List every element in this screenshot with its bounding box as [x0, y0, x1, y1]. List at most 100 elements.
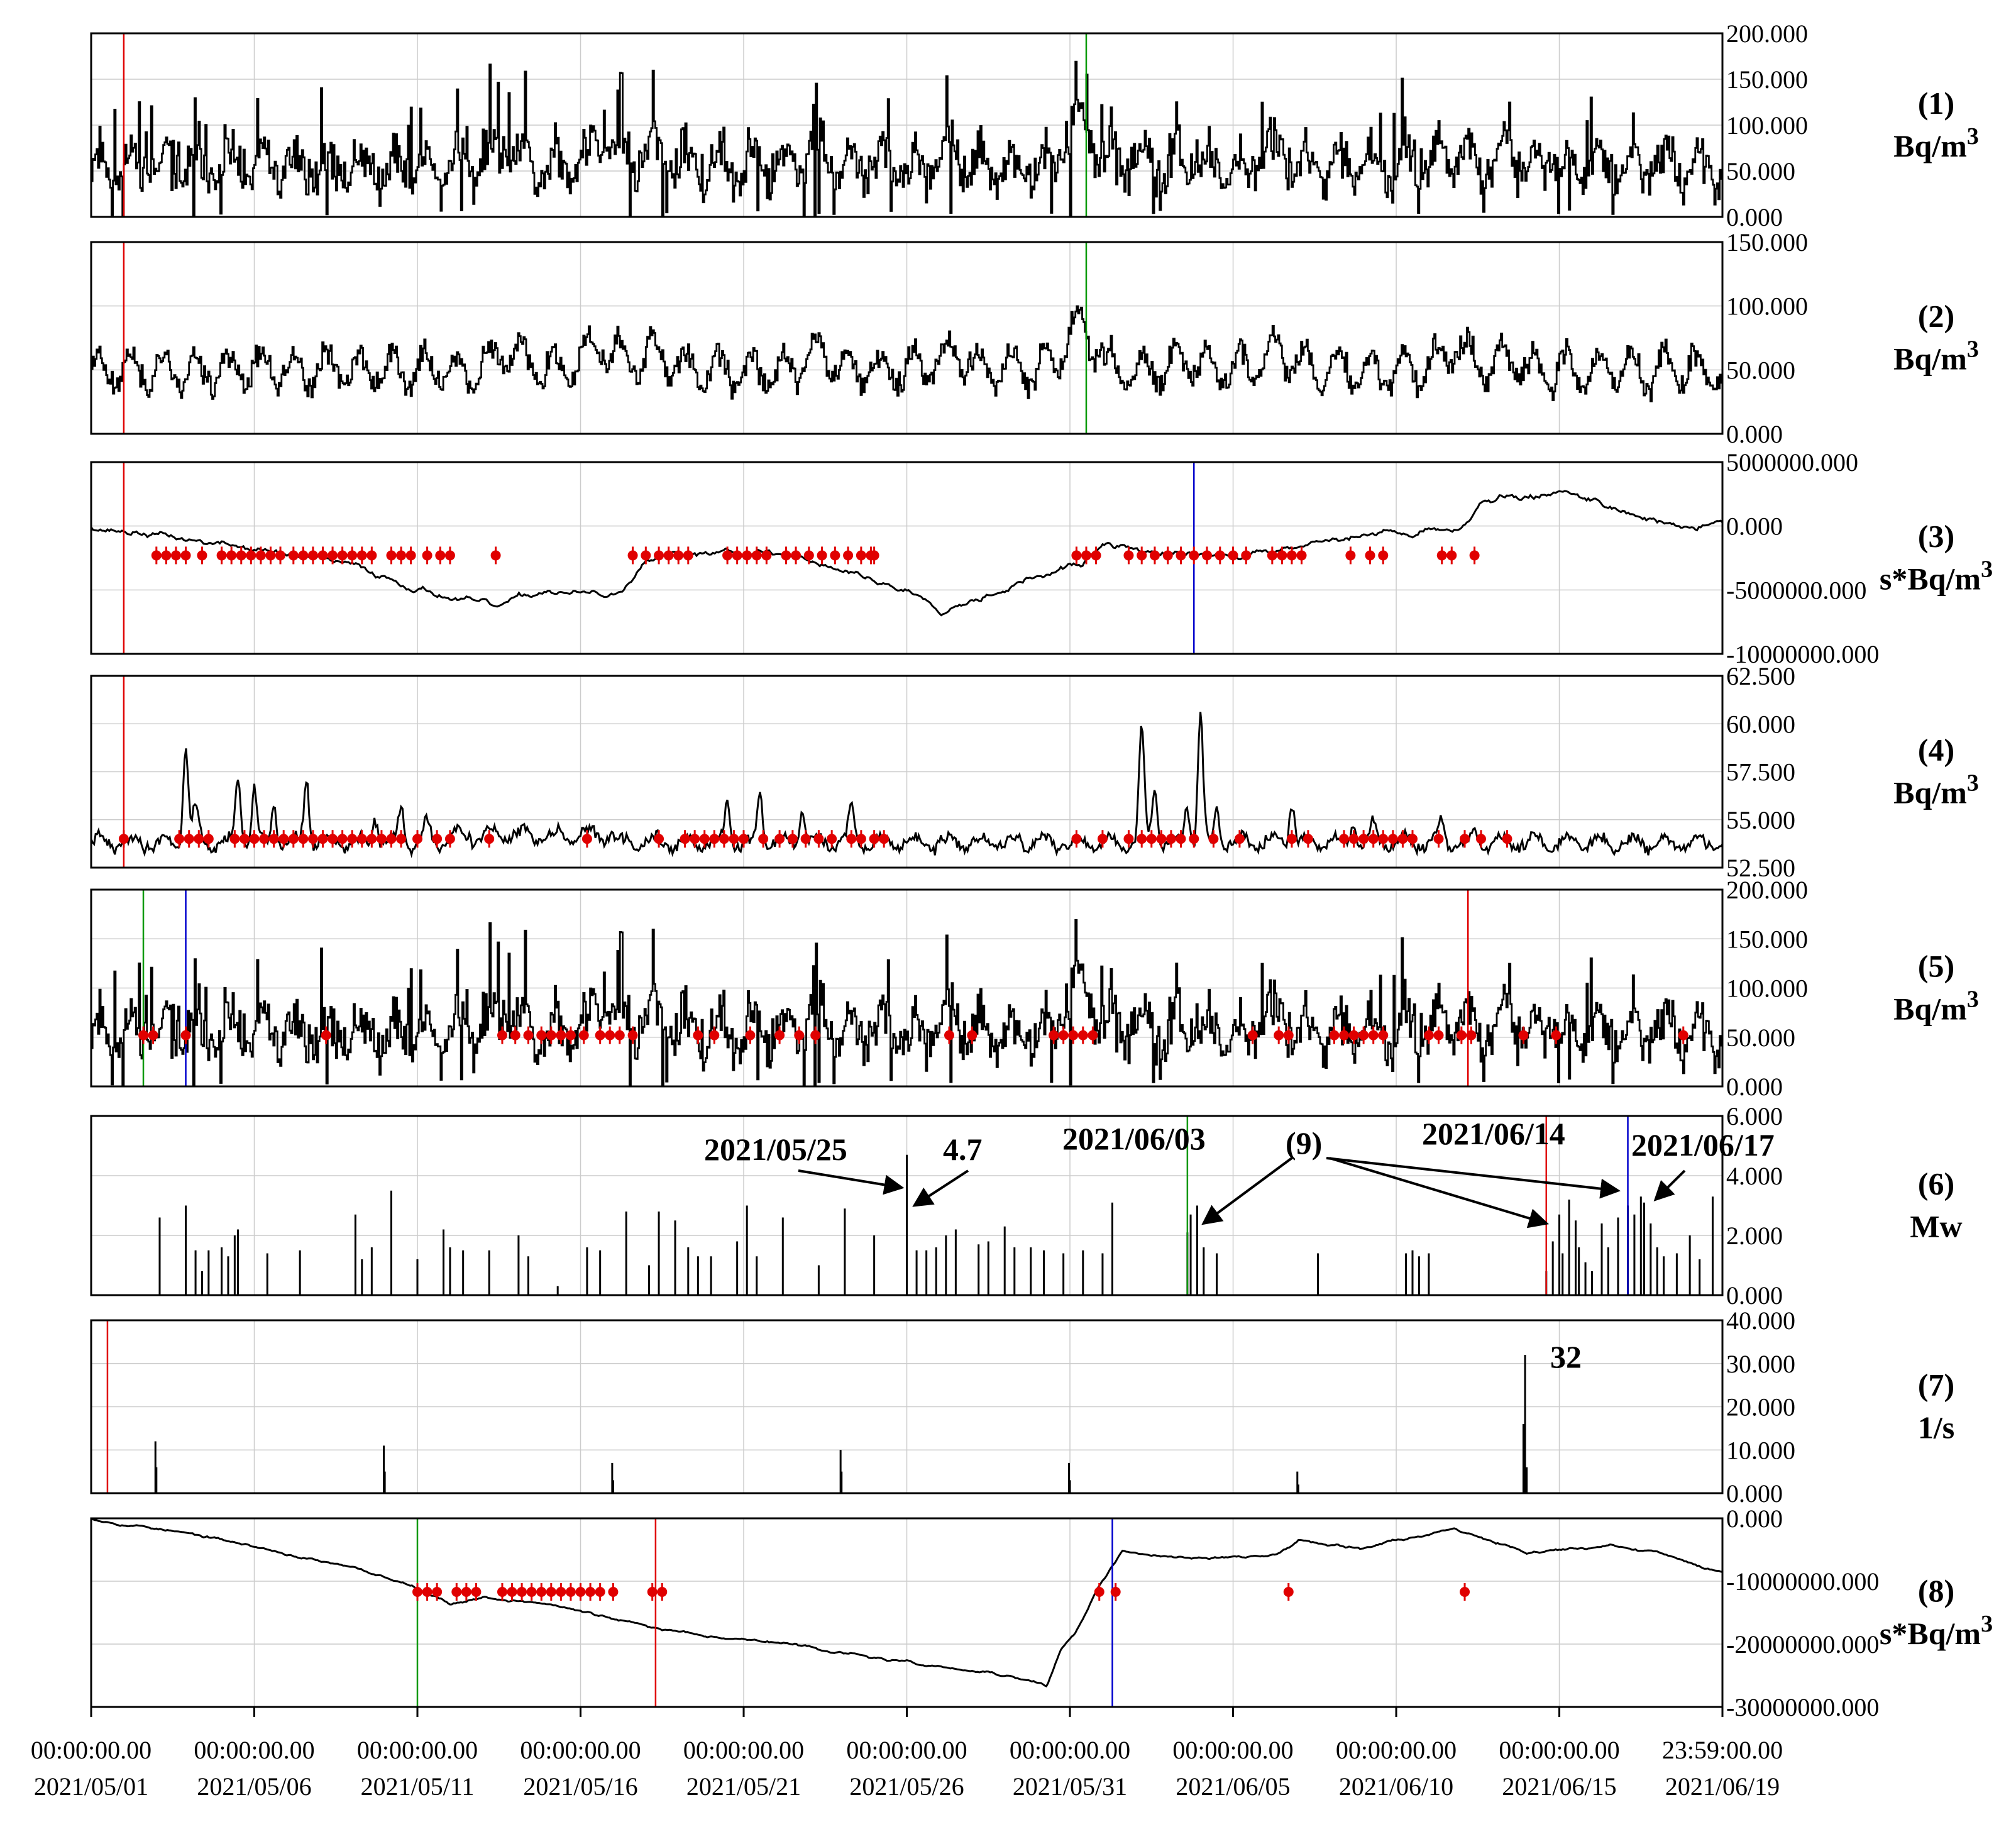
panel-5-ytick-label-3: 50.000 — [1726, 1024, 1795, 1052]
panel-3-marker-68 — [1436, 550, 1447, 561]
panel-4-marker-30 — [690, 834, 700, 844]
grid-layer — [91, 33, 1723, 1708]
panel-5-marker-38 — [1423, 1030, 1434, 1041]
x-tick-time-5: 00:00:00.00 — [846, 1736, 967, 1764]
panel-3-marker-52 — [1137, 550, 1147, 561]
panel-4-marker-4 — [203, 834, 214, 844]
panel-4-marker-70 — [1502, 834, 1512, 844]
panel-3-marker-39 — [781, 550, 791, 561]
panel-6-ytick-label-1: 4.000 — [1726, 1162, 1783, 1190]
panel-5-marker-7 — [536, 1030, 547, 1041]
panel-6-annotation-0: 2021/05/25 — [704, 1132, 847, 1167]
panel-3-marker-23 — [405, 550, 416, 561]
panel-8-ytick-label-2: -20000000.000 — [1726, 1630, 1879, 1659]
panel-2-series-line — [91, 305, 1724, 402]
panel-5-marker-31 — [1283, 1030, 1294, 1041]
panel-6-frame — [90, 1115, 1724, 1296]
panel-5-marker-35 — [1358, 1030, 1369, 1041]
panel-3-marker-59 — [1228, 550, 1238, 561]
x-tick-time-9: 00:00:00.00 — [1499, 1736, 1619, 1764]
panel-1-series-line — [91, 60, 1724, 218]
panel-3-ytick-label-3: -10000000.000 — [1726, 640, 1879, 668]
panel-4-marker-57 — [1286, 834, 1297, 844]
panel-3-marker-45 — [856, 550, 866, 561]
panel-3-marker-17 — [337, 550, 348, 561]
panel-5-marker-13 — [605, 1030, 615, 1041]
panel-4-marker-63 — [1378, 834, 1389, 844]
x-tick-time-4: 00:00:00.00 — [683, 1736, 804, 1764]
panel-4-marker-14 — [317, 834, 328, 844]
panel-4-marker-22 — [396, 834, 407, 844]
panel-6-annotation-1: 4.7 — [943, 1132, 983, 1167]
panel-4-marker-29 — [680, 834, 690, 844]
panel-1-ytick-label-1: 150.000 — [1726, 65, 1808, 94]
panel-4-marker-66 — [1407, 834, 1418, 844]
panel-8-index-label: (8) — [1918, 1573, 1954, 1608]
panel-5-marker-32 — [1329, 1030, 1340, 1041]
panel-4-marker-55 — [1208, 834, 1219, 844]
panel-4-marker-8 — [259, 834, 270, 844]
panel-5-marker-25 — [1058, 1030, 1069, 1041]
panel-4-marker-36 — [758, 834, 769, 844]
panel-5-marker-44 — [1678, 1030, 1688, 1041]
frames-layer — [90, 32, 1724, 1717]
panel-2-ytick-label-1: 100.000 — [1726, 292, 1808, 321]
panel-4-marker-15 — [328, 834, 338, 844]
panel-5-marker-8 — [546, 1030, 556, 1041]
panel-3-marker-32 — [673, 550, 684, 561]
panel-5-marker-40 — [1456, 1030, 1467, 1041]
panel-1-index-label: (1) — [1918, 86, 1954, 121]
panel-6-arrow-1 — [912, 1169, 969, 1207]
panel-8-marker-12 — [556, 1587, 566, 1597]
panel-4-marker-45 — [879, 834, 890, 844]
panel-5-marker-42 — [1518, 1030, 1529, 1041]
panel-8-marker-20 — [1094, 1587, 1104, 1597]
panel-4-marker-19 — [366, 834, 377, 844]
panel-4-marker-28 — [654, 834, 664, 844]
panel-3-marker-20 — [366, 550, 377, 561]
panel-6-arrow-3 — [1329, 1157, 1549, 1228]
panel-3-marker-28 — [627, 550, 638, 561]
panel-4-marker-34 — [729, 834, 739, 844]
panel-3-marker-36 — [742, 550, 752, 561]
panel-3-marker-19 — [356, 550, 367, 561]
panel-3-marker-24 — [422, 550, 432, 561]
panel-5-marker-22 — [944, 1030, 954, 1041]
panel-5-marker-17 — [709, 1030, 720, 1041]
panel-6-ytick-label-2: 2.000 — [1726, 1222, 1783, 1250]
panel-5-marker-24 — [1049, 1030, 1059, 1041]
panel-3-unit-label: s*Bq/m3 — [1880, 556, 1993, 597]
series-layer — [90, 33, 1724, 1707]
panel-4-index-label: (4) — [1918, 732, 1954, 768]
panel-1-ytick-label-3: 50.000 — [1726, 157, 1795, 185]
panel-3-marker-3 — [180, 550, 191, 561]
panel-4-marker-33 — [719, 834, 729, 844]
panel-2-index-label: (2) — [1918, 299, 1954, 334]
panel-3-marker-61 — [1267, 550, 1277, 561]
panel-8-marker-18 — [647, 1587, 658, 1597]
x-tick-time-0: 00:00:00.00 — [31, 1736, 151, 1764]
panel-5-marker-27 — [1077, 1030, 1088, 1041]
panel-4-marker-61 — [1358, 834, 1369, 844]
panel-6-arrow-2 — [1201, 1157, 1293, 1225]
panel-3-marker-44 — [843, 550, 854, 561]
panel-4-marker-58 — [1303, 834, 1313, 844]
panel-4-marker-31 — [699, 834, 710, 844]
panel-6-annotation-2: 2021/06/03 — [1062, 1121, 1206, 1156]
panel-5-marker-2 — [180, 1030, 191, 1041]
panel-7-unit-label: 1/s — [1918, 1410, 1954, 1445]
panel-4-marker-5 — [229, 834, 240, 844]
panel-5-marker-28 — [1088, 1030, 1098, 1041]
panel-3-marker-34 — [722, 550, 733, 561]
panel-8-marker-4 — [461, 1587, 471, 1597]
panel-8-marker-1 — [422, 1587, 432, 1597]
panel-5-marker-29 — [1247, 1030, 1258, 1041]
x-tick-time-2: 00:00:00.00 — [357, 1736, 478, 1764]
panel-3-marker-7 — [236, 550, 246, 561]
panel-5-frame — [90, 888, 1724, 1088]
panel-3-marker-12 — [288, 550, 299, 561]
panel-8-ytick-label-1: -10000000.000 — [1726, 1567, 1879, 1596]
panel-3-marker-65 — [1345, 550, 1356, 561]
panel-3-marker-4 — [197, 550, 207, 561]
panel-5-marker-21 — [810, 1030, 821, 1041]
